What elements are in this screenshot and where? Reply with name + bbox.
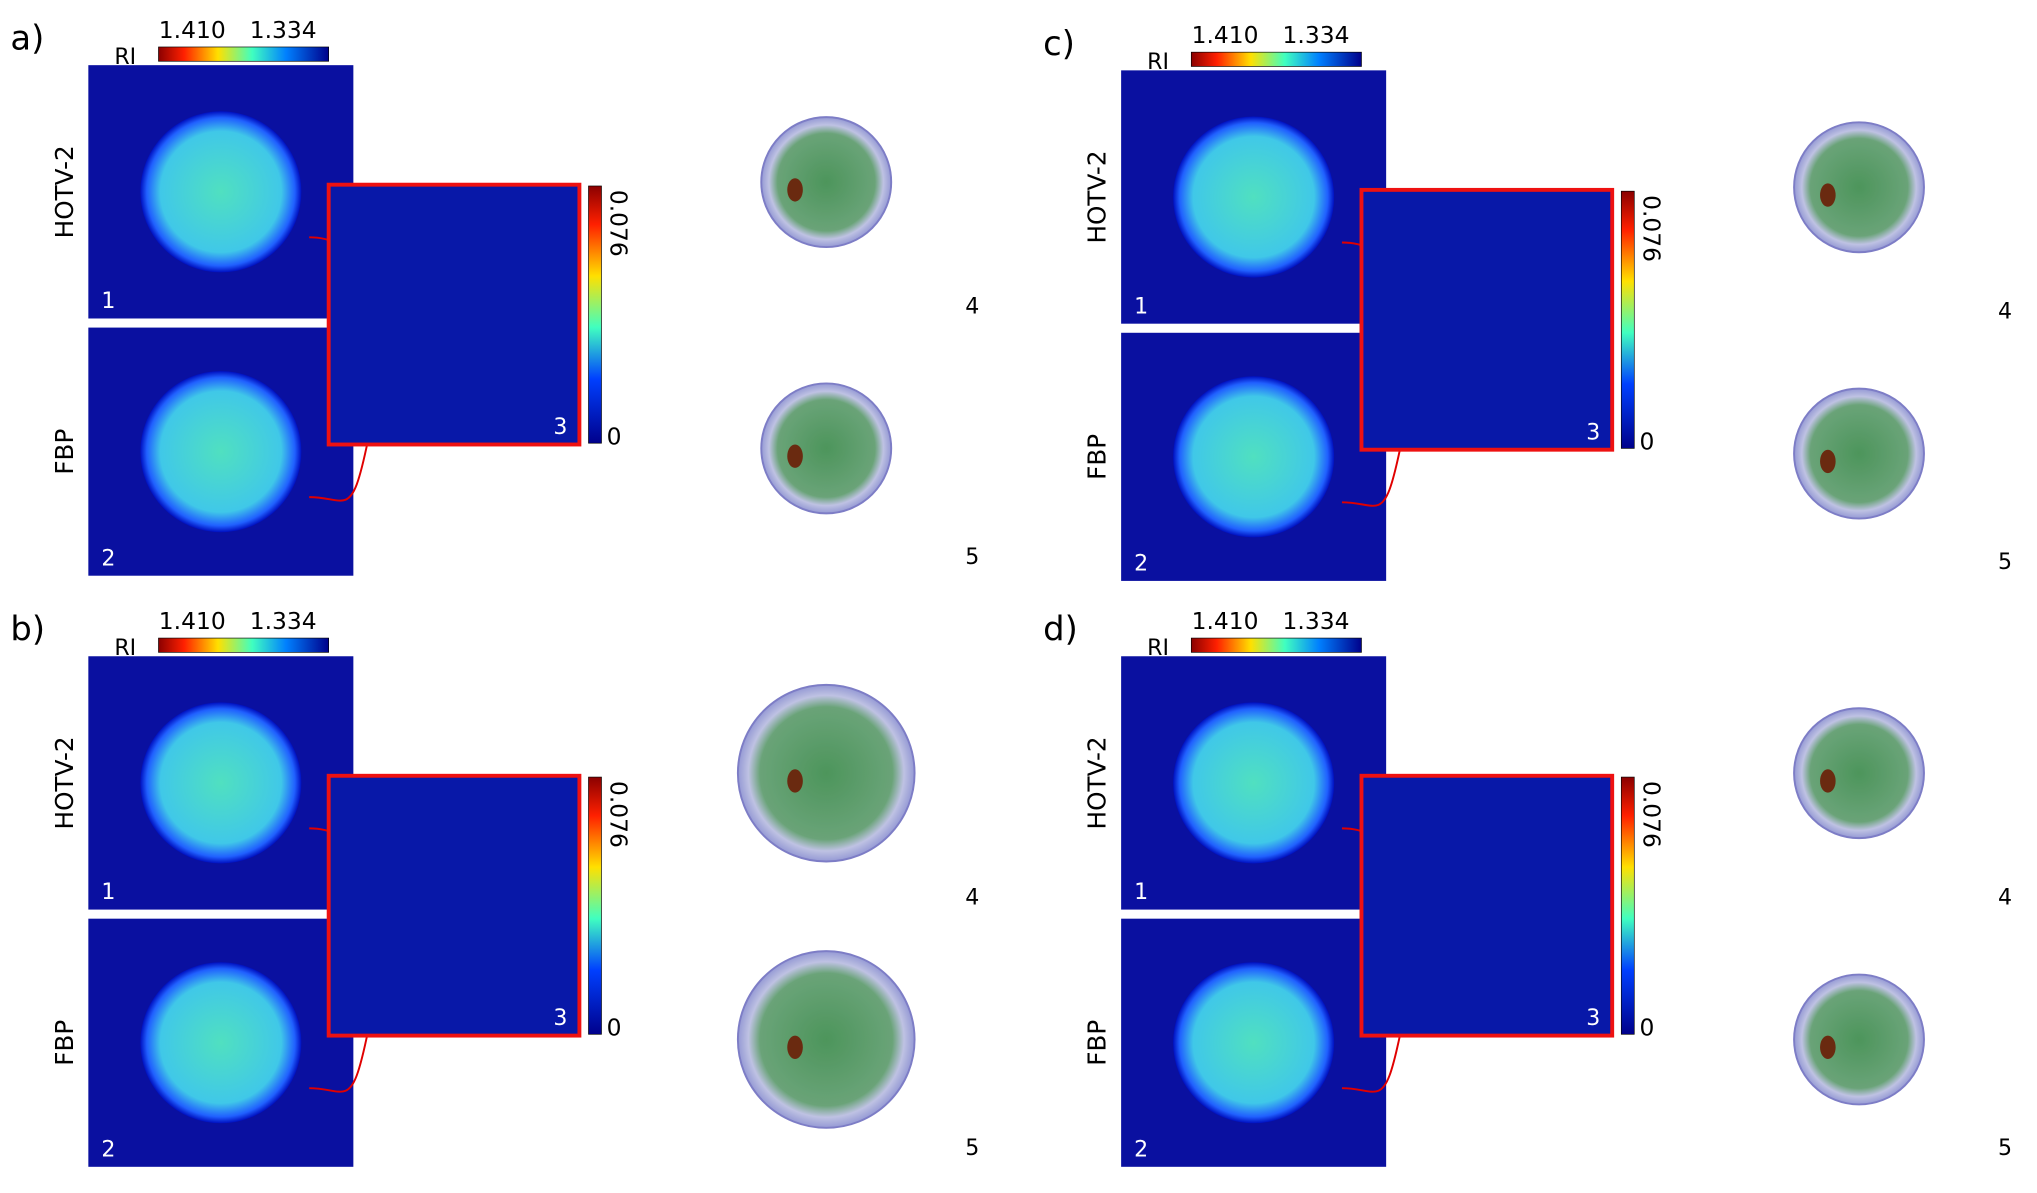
diff-colorbar-max: 0.076 xyxy=(1637,195,1665,262)
row-label: FBP xyxy=(1083,1020,1112,1066)
row-label: HOTV-2 xyxy=(50,736,79,829)
inset-number: 5 xyxy=(965,1136,979,1161)
cell-render xyxy=(736,683,916,863)
diff-colorbar xyxy=(588,185,602,444)
inset-number: 3 xyxy=(1586,1006,1600,1031)
difference-image xyxy=(326,773,582,1038)
cell-slice xyxy=(140,702,302,864)
organelle xyxy=(1820,183,1836,207)
cell-slice xyxy=(140,962,302,1124)
inset-number: 2 xyxy=(101,546,115,571)
colorbar-max: 1.410 xyxy=(159,607,226,635)
inset-number: 4 xyxy=(1998,885,2012,910)
organelle xyxy=(1820,449,1836,474)
inset-number: 5 xyxy=(965,545,979,570)
diff-colorbar-max: 0.076 xyxy=(605,781,633,848)
organelle xyxy=(787,444,803,468)
difference-image xyxy=(1359,773,1615,1038)
inset-number: 2 xyxy=(1134,552,1148,577)
inset-number: 1 xyxy=(1134,294,1148,319)
cell-slice xyxy=(140,371,302,533)
diff-colorbar-min: 0 xyxy=(1639,428,1654,456)
panel-label: a) xyxy=(10,19,44,58)
organelle xyxy=(787,1035,803,1059)
diff-colorbar-min: 0 xyxy=(1639,1014,1654,1042)
organelle xyxy=(787,769,803,793)
row-label: HOTV-2 xyxy=(1083,150,1112,243)
organelle xyxy=(1820,1035,1836,1059)
panel-label: d) xyxy=(1043,610,1078,649)
diff-colorbar-min: 0 xyxy=(607,1014,622,1042)
inset-number: 5 xyxy=(1998,1136,2012,1161)
colorbar-title: RI xyxy=(114,636,136,661)
colorbar-title: RI xyxy=(1147,50,1169,75)
cell-slice xyxy=(140,111,302,273)
colorbar-min: 1.334 xyxy=(1283,21,1350,49)
panel: a) RI 1.410 1.334 HOTV-2 1 FBP 2 3 0.076 0 4 5 xyxy=(10,16,979,576)
row-label: HOTV-2 xyxy=(50,145,79,238)
row-label: FBP xyxy=(50,1020,79,1066)
inset-number: 4 xyxy=(965,294,979,319)
cell-render xyxy=(760,382,893,515)
inset-number: 3 xyxy=(1586,420,1600,445)
diff-colorbar-min: 0 xyxy=(607,423,622,451)
colorbar-min: 1.334 xyxy=(250,16,317,44)
cell-render xyxy=(1793,121,1925,254)
panel: b) RI 1.410 1.334 HOTV-2 1 FBP 2 3 0.076 0 4 5 xyxy=(10,607,979,1167)
colorbar-max: 1.410 xyxy=(1192,21,1259,49)
diff-colorbar-max: 0.076 xyxy=(605,190,633,257)
colorbar-max: 1.410 xyxy=(159,16,226,44)
diff-colorbar-max: 0.076 xyxy=(1637,781,1665,848)
inset-number: 4 xyxy=(965,885,979,910)
ri-colorbar xyxy=(158,46,329,62)
cell-render xyxy=(1793,973,1925,1106)
cell-render xyxy=(736,950,916,1129)
colorbar-max: 1.410 xyxy=(1192,607,1259,635)
ri-colorbar xyxy=(1190,637,1362,653)
inset-number: 5 xyxy=(1998,550,2012,575)
cell-render xyxy=(1793,707,1925,840)
cell-render xyxy=(760,116,893,249)
row-label: FBP xyxy=(1083,434,1112,480)
diff-colorbar xyxy=(1620,776,1635,1035)
inset-number: 2 xyxy=(1134,1137,1148,1162)
panel: d) RI 1.410 1.334 HOTV-2 1 FBP 2 3 0.076 0 4 5 xyxy=(1043,607,2012,1167)
panel-label: b) xyxy=(10,610,45,649)
panel: c) RI 1.410 1.334 HOTV-2 1 FBP 2 3 0.076 0 4 5 xyxy=(1043,21,2012,581)
cell-slice xyxy=(1173,116,1335,278)
colorbar-min: 1.334 xyxy=(1283,607,1350,635)
inset-number: 2 xyxy=(101,1137,115,1162)
row-label: HOTV-2 xyxy=(1083,736,1112,829)
inset-number: 3 xyxy=(553,1006,567,1031)
inset-number: 3 xyxy=(553,415,567,440)
row-label: FBP xyxy=(50,429,79,475)
difference-image xyxy=(1359,187,1615,452)
organelle xyxy=(1820,769,1836,793)
colorbar-min: 1.334 xyxy=(250,607,317,635)
diff-colorbar xyxy=(588,776,602,1035)
inset-number: 1 xyxy=(1134,880,1148,905)
diff-colorbar xyxy=(1620,190,1635,449)
colorbar-title: RI xyxy=(114,45,136,70)
organelle xyxy=(787,178,803,202)
cell-slice xyxy=(1173,962,1335,1124)
inset-number: 4 xyxy=(1998,299,2012,324)
difference-image xyxy=(326,182,582,447)
panel-label: c) xyxy=(1043,24,1075,63)
colorbar-title: RI xyxy=(1147,636,1169,661)
inset-number: 1 xyxy=(101,880,115,905)
cell-slice xyxy=(1173,376,1335,538)
ri-colorbar xyxy=(158,637,329,653)
inset-number: 1 xyxy=(101,289,115,314)
ri-colorbar xyxy=(1190,51,1362,67)
cell-slice xyxy=(1173,702,1335,864)
cell-render xyxy=(1793,387,1925,520)
